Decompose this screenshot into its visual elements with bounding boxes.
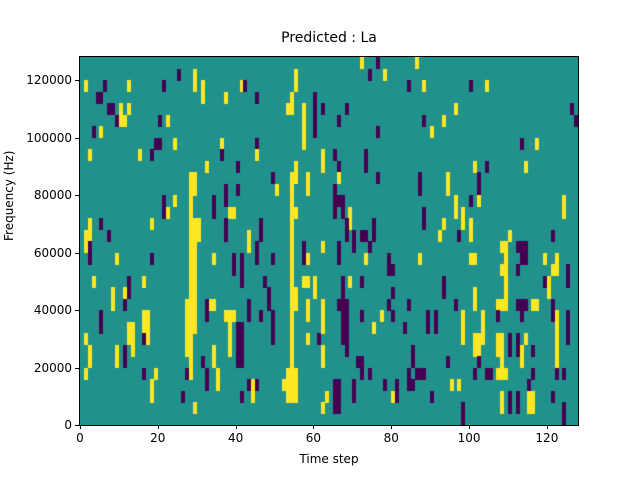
x-tick-label: 0 [76, 431, 84, 445]
x-tick-label: 120 [535, 431, 559, 445]
y-tick-mark [75, 367, 79, 369]
y-tick-mark [75, 252, 79, 254]
plot-title: Predicted : La [281, 30, 377, 46]
x-tick-label: 20 [150, 431, 166, 445]
x-tick-label: 40 [227, 431, 244, 445]
y-tick-mark [75, 195, 79, 196]
x-tick-mark [313, 425, 315, 429]
y-tick-label: 60000 [33, 245, 72, 260]
x-tick-mark [235, 425, 237, 429]
y-tick-label: 40000 [33, 303, 72, 317]
y-tick-mark [75, 310, 79, 311]
y-tick-label: 120000 [26, 73, 72, 87]
y-tick-mark [75, 137, 79, 139]
y-tick-mark [75, 80, 79, 81]
heatmap-plot-area [79, 56, 579, 426]
y-tick-label: 0 [64, 418, 72, 432]
x-tick-mark [157, 425, 159, 429]
y-tick-label: 20000 [33, 360, 72, 375]
x-tick-mark [391, 425, 393, 429]
x-tick-label: 100 [457, 431, 481, 445]
y-axis-label: Frequency (Hz) [2, 150, 16, 242]
x-tick-mark [469, 425, 471, 429]
x-tick-label: 60 [305, 431, 322, 445]
y-tick-label: 100000 [26, 130, 72, 145]
x-axis-label: Time step [299, 452, 359, 466]
heatmap-image [80, 57, 578, 425]
x-tick-label: 80 [383, 431, 399, 445]
y-tick-mark [75, 425, 79, 426]
y-tick-label: 80000 [33, 188, 72, 202]
x-tick-mark [546, 425, 548, 429]
x-tick-mark [80, 425, 81, 429]
